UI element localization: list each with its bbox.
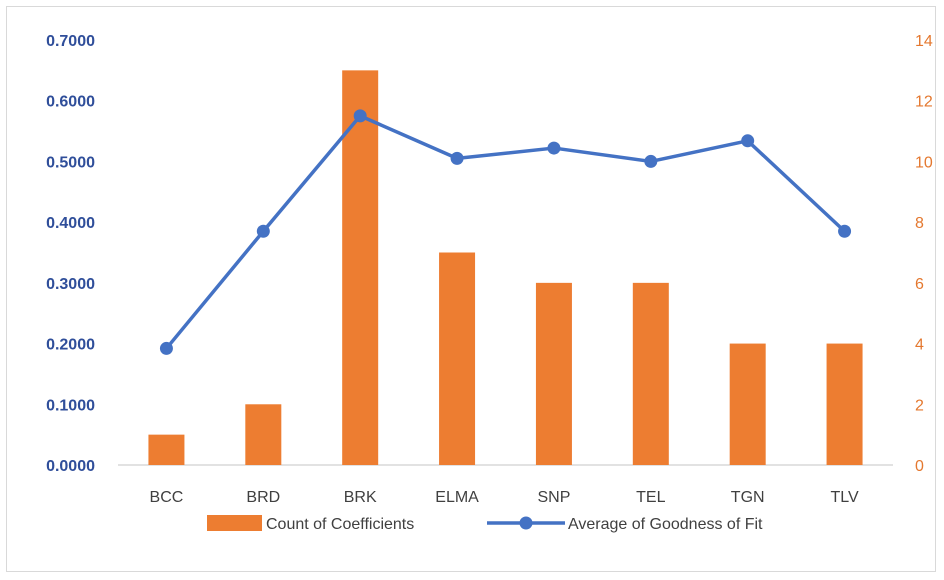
- x-tick-label: SNP: [537, 489, 570, 506]
- legend-label-bars: Count of Coefficients: [266, 516, 414, 533]
- x-tick-label: TLV: [830, 489, 858, 506]
- x-tick-label: TEL: [636, 489, 665, 506]
- y-left-tick-label: 0.4000: [46, 215, 95, 232]
- goodness-of-fit-line: [165, 114, 846, 350]
- y-right-tick-label: 2: [915, 397, 924, 414]
- x-tick-label: TGN: [731, 489, 765, 506]
- y-left-tick-label: 0.1000: [46, 397, 95, 414]
- bar-snp: [535, 282, 572, 465]
- y-right-tick-label: 10: [915, 154, 933, 171]
- y-right-tick-label: 8: [915, 215, 924, 232]
- line-point-brd: [256, 224, 270, 238]
- y-left-tick-label: 0.6000: [46, 94, 95, 111]
- bar-tel: [632, 282, 669, 465]
- x-tick-label: BCC: [150, 489, 184, 506]
- x-tick-label: BRD: [246, 489, 280, 506]
- y-right-tick-label: 12: [915, 94, 933, 111]
- y-right-tick-label: 0: [915, 458, 924, 475]
- y-left-tick-label: 0.2000: [46, 337, 95, 354]
- line-point-tgn: [741, 134, 755, 148]
- x-tick-label: BRK: [344, 489, 377, 506]
- legend-swatch-bars: [207, 515, 262, 531]
- y-right-tick-label: 4: [915, 337, 924, 354]
- y-left-tick-label: 0.7000: [46, 33, 95, 50]
- line-point-elma: [450, 151, 464, 165]
- y-right-tick-label: 6: [915, 276, 924, 293]
- x-tick-label: ELMA: [435, 489, 479, 506]
- line-point-tlv: [838, 224, 852, 238]
- y-right-tick-label: 14: [915, 33, 933, 50]
- line-point-bcc: [159, 341, 173, 355]
- y-left-tick-label: 0.5000: [46, 154, 95, 171]
- line-point-tel: [644, 154, 658, 168]
- bar-brd: [245, 404, 282, 465]
- bar-tgn: [729, 343, 766, 465]
- bar-bcc: [148, 434, 185, 465]
- bar-elma: [439, 252, 476, 465]
- line-point-brk: [353, 109, 367, 123]
- legend-swatch-marker: [519, 516, 533, 530]
- y-left-tick-label: 0.0000: [46, 458, 95, 475]
- line-point-snp: [547, 141, 561, 155]
- bar-brk: [342, 70, 379, 465]
- y-left-tick-label: 0.3000: [46, 276, 95, 293]
- bar-tlv: [826, 343, 863, 465]
- legend-label-line: Average of Goodness of Fit: [568, 516, 763, 533]
- chart-frame: [6, 6, 936, 572]
